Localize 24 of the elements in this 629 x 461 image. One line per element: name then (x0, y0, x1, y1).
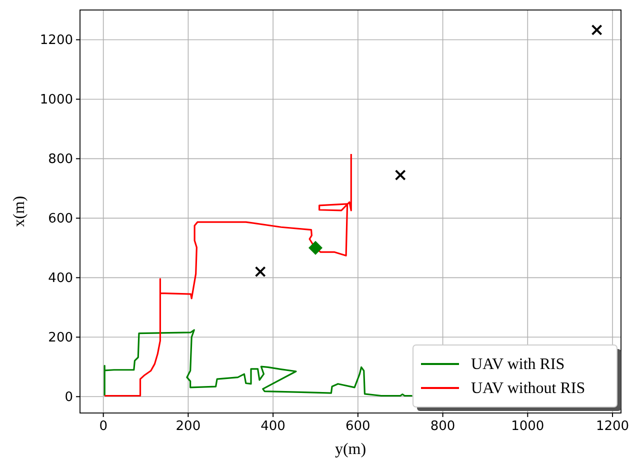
legend-label: UAV with RIS (471, 356, 565, 373)
x-tick-label: 800 (430, 419, 456, 434)
x-tick-label: 600 (346, 419, 370, 434)
legend-label: UAV without RIS (471, 380, 586, 397)
x-tick-label: 1000 (511, 419, 544, 434)
point (591, 24, 602, 36)
y-tick-label: 600 (48, 212, 73, 227)
y-tick-label: 800 (48, 152, 73, 168)
line-series (104, 153, 352, 397)
y-tick-label: 400 (48, 271, 73, 286)
x-tick-label: 400 (260, 419, 286, 434)
line-series (104, 329, 414, 397)
point (394, 170, 406, 181)
point (254, 266, 266, 278)
point (308, 240, 322, 255)
x-tick-label: 1200 (596, 419, 629, 434)
x-axis-title: y(m) (334, 441, 366, 458)
y-tick-label: 1200 (40, 33, 73, 48)
y-tick-label: 0 (64, 390, 73, 406)
x-tick-label: 200 (176, 419, 201, 434)
x-tick-label: 0 (99, 419, 108, 434)
y-tick-label: 200 (48, 330, 73, 346)
y-tick-label: 1000 (40, 92, 73, 108)
y-axis-title: x(m) (11, 196, 28, 228)
